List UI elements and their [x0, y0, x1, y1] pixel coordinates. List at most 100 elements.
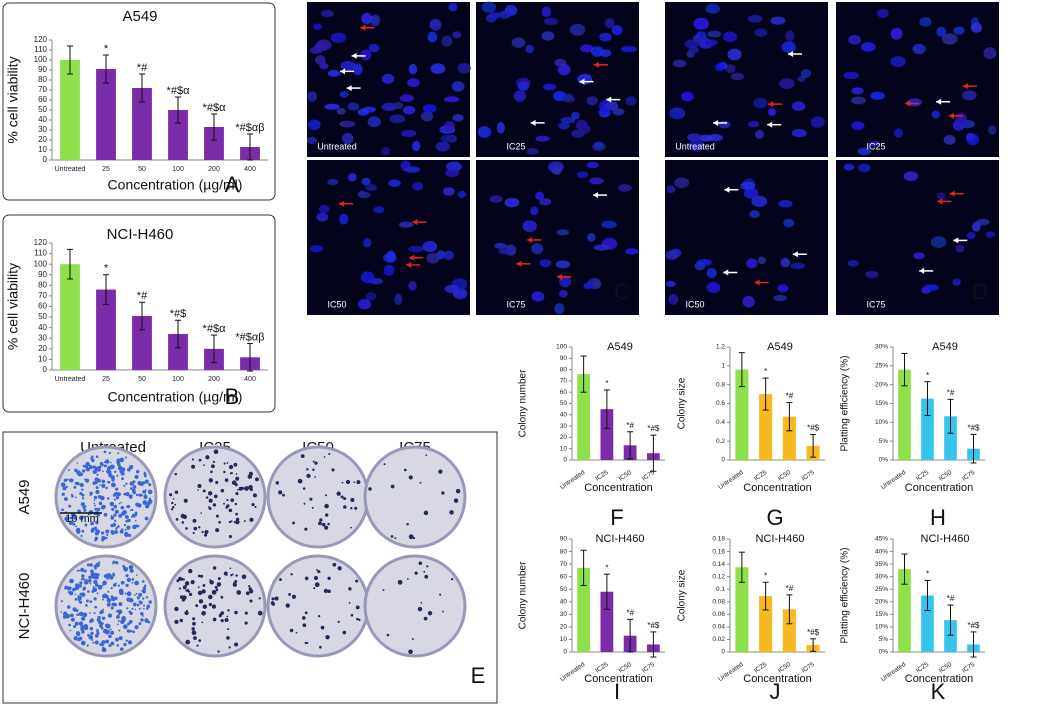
- significance-label: *#$: [647, 621, 660, 630]
- colony: [138, 607, 141, 610]
- colony: [100, 609, 104, 614]
- nucleus: [890, 56, 906, 67]
- nucleus: [318, 205, 330, 213]
- bar: [577, 567, 591, 652]
- nucleus: [373, 206, 385, 214]
- colony: [121, 477, 125, 481]
- y-axis-label: Platting efficiency (%): [840, 548, 851, 644]
- colony: [185, 527, 188, 530]
- colony: [197, 590, 203, 596]
- nucleus: [746, 258, 758, 269]
- nucleus: [625, 96, 637, 106]
- nucleus: [722, 31, 738, 43]
- colony: [100, 531, 105, 535]
- y-tick-label: 1.2: [716, 344, 725, 351]
- colony: [295, 631, 298, 634]
- nucleus: [442, 187, 455, 196]
- y-tick-label: 15%: [875, 400, 888, 407]
- colony: [110, 516, 115, 520]
- colony: [119, 590, 124, 596]
- nucleus: [408, 245, 424, 253]
- nucleus: [451, 81, 465, 92]
- nucleus: [601, 220, 617, 229]
- nucleus: [698, 134, 713, 142]
- colony: [417, 606, 423, 612]
- nucleus: [961, 90, 977, 101]
- colony: [95, 529, 100, 534]
- y-tick-label: 90: [38, 270, 47, 279]
- colony: [134, 474, 139, 480]
- arrow-head: [340, 68, 346, 75]
- colony: [235, 473, 238, 475]
- nucleus: [320, 9, 334, 18]
- nucleus: [966, 232, 976, 240]
- colony: [228, 520, 232, 524]
- colony: [328, 452, 331, 456]
- colony: [94, 504, 96, 507]
- colony: [423, 616, 428, 621]
- x-tick-label: Untreated: [55, 376, 86, 383]
- nucleus: [707, 30, 722, 38]
- colony: [111, 507, 115, 511]
- nucleus: [393, 101, 404, 110]
- nucleus: [919, 16, 932, 27]
- y-tick-label: 100: [556, 344, 567, 351]
- colony: [336, 491, 341, 496]
- y-tick-label: 20%: [875, 598, 888, 605]
- colony: [303, 502, 306, 505]
- colony: [318, 521, 322, 526]
- nucleus: [327, 178, 339, 186]
- nucleus: [773, 294, 787, 302]
- colony: [119, 529, 124, 534]
- colony: [85, 604, 88, 607]
- colony: [115, 487, 119, 491]
- nucleus: [740, 181, 756, 190]
- colony: [93, 526, 98, 531]
- colony: [79, 515, 84, 521]
- colony: [408, 475, 413, 480]
- colony: [118, 602, 123, 607]
- colony: [337, 566, 342, 571]
- arrow-head: [406, 261, 412, 268]
- arrow-head: [412, 219, 418, 226]
- colony: [394, 537, 397, 540]
- colony: [124, 531, 129, 537]
- colony: [83, 579, 89, 585]
- colony: [324, 525, 329, 530]
- y-tick-label: 60: [38, 95, 47, 104]
- colony: [125, 639, 128, 643]
- nucleus: [571, 111, 580, 120]
- arrow-head: [919, 267, 925, 274]
- colony: [102, 646, 105, 650]
- colony: [109, 501, 115, 507]
- colony: [93, 502, 96, 505]
- nucleus: [552, 91, 567, 102]
- colony: [197, 586, 200, 589]
- colony: [441, 491, 445, 495]
- colony: [215, 528, 220, 533]
- colony: [103, 512, 108, 517]
- panel-letter: A: [225, 172, 240, 197]
- arrow-head: [530, 119, 536, 126]
- colony: [116, 474, 119, 477]
- colony: [249, 599, 253, 603]
- colony: [234, 502, 238, 506]
- colony: [135, 502, 140, 507]
- nucleus: [504, 197, 520, 208]
- nucleus: [336, 107, 346, 115]
- colony: [94, 583, 99, 587]
- panel-box: [2, 2, 276, 201]
- colony: [355, 605, 360, 610]
- colony: [249, 488, 253, 492]
- colony: [74, 585, 80, 591]
- colony: [113, 504, 118, 509]
- colony: [132, 630, 136, 634]
- bar: [60, 264, 80, 370]
- colony: [201, 621, 204, 624]
- nucleus: [754, 28, 768, 37]
- colony: [118, 502, 121, 505]
- y-tick-label: 0.8: [716, 381, 725, 388]
- colony: [233, 521, 236, 524]
- nucleus: [443, 250, 454, 261]
- x-tick-label: IC25: [915, 469, 931, 483]
